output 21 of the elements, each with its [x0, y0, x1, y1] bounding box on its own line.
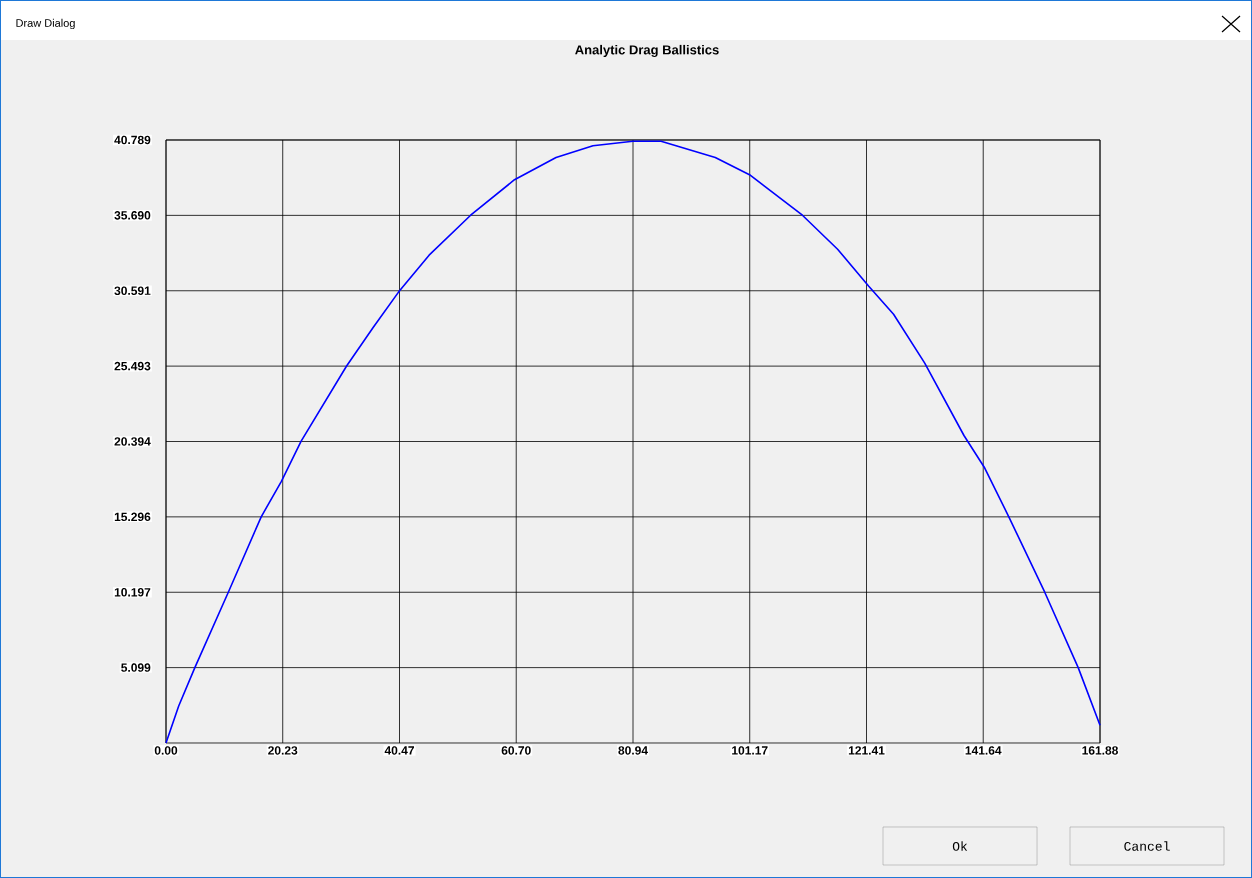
x-tick-label: 80.94: [618, 746, 648, 755]
y-tick-label: 20.394: [114, 437, 151, 446]
x-tick-label: 60.70: [501, 746, 531, 755]
x-tick-label: 20.23: [268, 746, 298, 755]
x-tick-label: 161.88: [1082, 746, 1118, 755]
text: Cancel: [1124, 841, 1170, 851]
y-tick-label: 40.789: [114, 135, 151, 145]
x-tick-label: 0.00: [154, 746, 178, 755]
y-tick-label: 15.296: [114, 512, 151, 522]
y-tick-label: 30.591: [114, 286, 151, 296]
text: Draw Dialog: [16, 18, 75, 30]
chart-title: Analytic Drag Ballistics: [575, 44, 719, 58]
y-tick-label: 35.690: [114, 211, 151, 220]
x-tick-label: 40.47: [384, 746, 414, 755]
x-tick-label: 101.17: [732, 746, 768, 755]
x-tick-label: 121.41: [848, 746, 885, 755]
y-tick-label: 5.099: [121, 663, 151, 672]
x-tick-label: 141.64: [965, 746, 1002, 755]
y-tick-label: 25.493: [114, 361, 151, 371]
y-tick-label: 10.197: [114, 588, 151, 597]
text: Ok: [952, 841, 968, 851]
